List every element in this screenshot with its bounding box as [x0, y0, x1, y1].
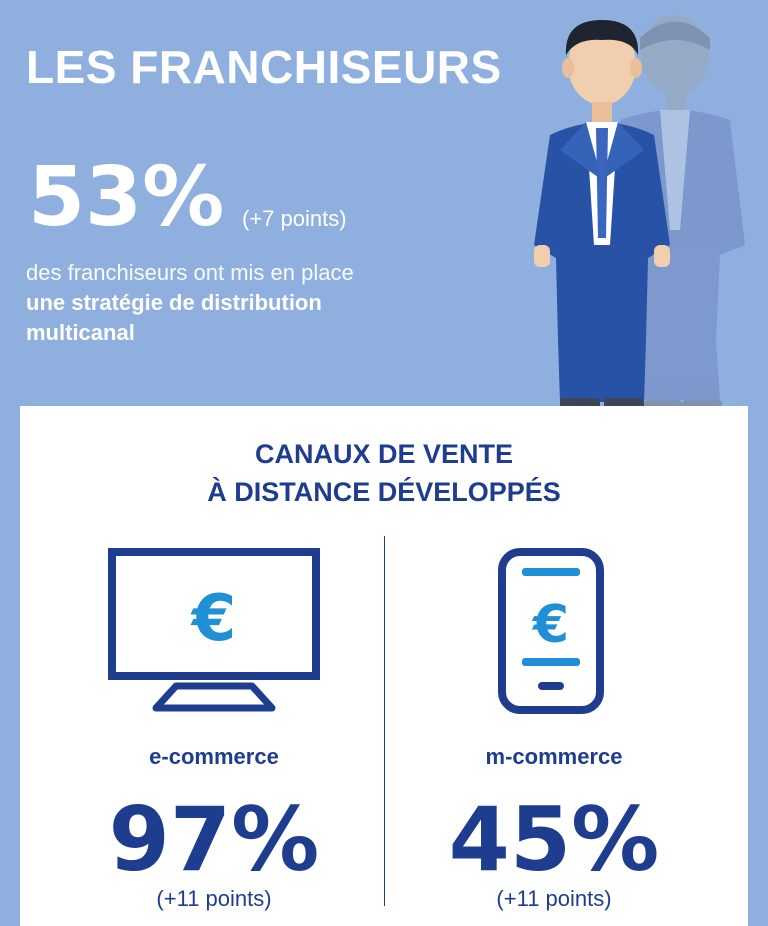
sales-channels-panel: CANAUX DE VENTE À DISTANCE DÉVELOPPÉS € …: [20, 406, 748, 926]
headline-delta: (+7 points): [242, 206, 347, 231]
businessmen-illustration: [534, 15, 745, 410]
mcommerce-percent: 45%: [448, 788, 660, 891]
page-title: LES FRANCHISEURS: [26, 41, 502, 93]
headline-description: des franchiseurs ont mis en place une st…: [26, 258, 486, 348]
smartphone-euro-icon: €: [498, 548, 604, 714]
ecommerce-label: e-commerce: [149, 744, 279, 769]
panel-title-line1: CANAUX DE VENTE: [254, 439, 514, 469]
mcommerce-delta: (+11 points): [496, 886, 612, 911]
description-bold-line1: une stratégie de distribution: [26, 290, 322, 315]
mcommerce-label: m-commerce: [485, 744, 623, 769]
headline-percent: 53%: [28, 150, 225, 245]
description-light: des franchiseurs ont mis en place: [26, 260, 354, 285]
ecommerce-delta: (+11 points): [156, 886, 272, 911]
monitor-euro-icon: €: [108, 548, 320, 712]
svg-text:€: €: [532, 595, 569, 655]
front-person-figure: [534, 20, 670, 410]
description-bold-line2: multicanal: [26, 320, 135, 345]
column-divider: [384, 536, 385, 906]
panel-title-line2: À DISTANCE DÉVELOPPÉS: [207, 477, 561, 507]
svg-text:€: €: [190, 582, 237, 656]
ecommerce-percent: 97%: [108, 788, 320, 891]
